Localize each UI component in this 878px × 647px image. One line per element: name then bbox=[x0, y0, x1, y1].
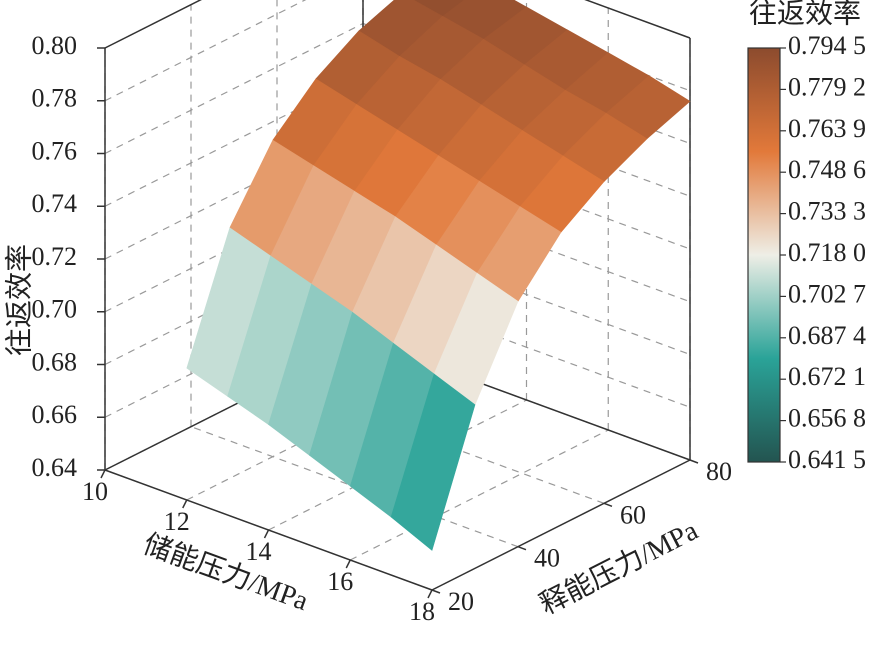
colorbar-tick-label: 0.702 7 bbox=[788, 279, 866, 308]
colorbar-tick-label: 0.733 3 bbox=[788, 197, 866, 226]
x-tick bbox=[263, 529, 270, 539]
surface-cell bbox=[390, 373, 476, 551]
colorbar-tick-label: 0.718 0 bbox=[788, 238, 866, 267]
colorbar-tick-label: 0.779 2 bbox=[788, 72, 866, 101]
axis-line bbox=[584, 0, 691, 39]
z-tick-label: 0.72 bbox=[32, 242, 78, 271]
z-tick-label: 0.80 bbox=[32, 31, 78, 60]
y-tick bbox=[689, 459, 699, 464]
z-tick-label: 0.74 bbox=[32, 189, 78, 218]
x-tick bbox=[182, 499, 188, 509]
x-axis-label: 储能压力/MPa bbox=[139, 528, 313, 617]
x-tick bbox=[100, 469, 106, 479]
x-tick-label: 18 bbox=[409, 597, 435, 626]
colorbar-tick-label: 0.641 5 bbox=[788, 445, 866, 474]
colorbar-tick-label: 0.763 9 bbox=[788, 114, 866, 143]
y-tick-label: 20 bbox=[448, 587, 474, 616]
grid-line bbox=[349, 429, 609, 561]
axis-line bbox=[104, 0, 202, 49]
z-tick-label: 0.78 bbox=[32, 84, 78, 113]
x-tick bbox=[427, 589, 433, 599]
y-tick bbox=[517, 545, 527, 551]
y-tick-label: 60 bbox=[620, 500, 646, 529]
grid-line bbox=[104, 22, 364, 155]
y-tick bbox=[431, 589, 441, 594]
colorbar-tick-label: 0.794 5 bbox=[788, 31, 866, 60]
axis-line bbox=[431, 459, 691, 591]
x-tick bbox=[345, 559, 351, 569]
grid-line bbox=[104, 0, 307, 102]
grid-line bbox=[104, 0, 202, 49]
colorbar-tick-label: 0.672 1 bbox=[788, 362, 866, 391]
colorbar bbox=[747, 47, 781, 463]
z-axis-label: 往返效率 bbox=[3, 244, 35, 356]
x-tick-label: 16 bbox=[327, 567, 353, 596]
z-tick-label: 0.64 bbox=[32, 453, 78, 482]
z-tick-label: 0.70 bbox=[32, 295, 78, 324]
x-tick-label: 12 bbox=[164, 507, 190, 536]
y-tick-label: 80 bbox=[706, 457, 732, 486]
surface bbox=[186, 0, 691, 551]
y-tick bbox=[603, 502, 613, 508]
z-tick-label: 0.66 bbox=[32, 400, 78, 429]
colorbar-tick-label: 0.656 8 bbox=[788, 404, 866, 433]
x-tick-label: 14 bbox=[246, 537, 272, 566]
z-tick-label: 0.68 bbox=[32, 347, 78, 376]
z-tick-label: 0.76 bbox=[32, 136, 78, 165]
y-tick-label: 40 bbox=[534, 544, 560, 573]
x-tick-label: 10 bbox=[82, 477, 108, 506]
colorbar-tick-label: 0.687 4 bbox=[788, 321, 866, 350]
colorbar-title: 往返效率 bbox=[749, 0, 861, 29]
colorbar-tick-label: 0.748 6 bbox=[788, 155, 866, 184]
